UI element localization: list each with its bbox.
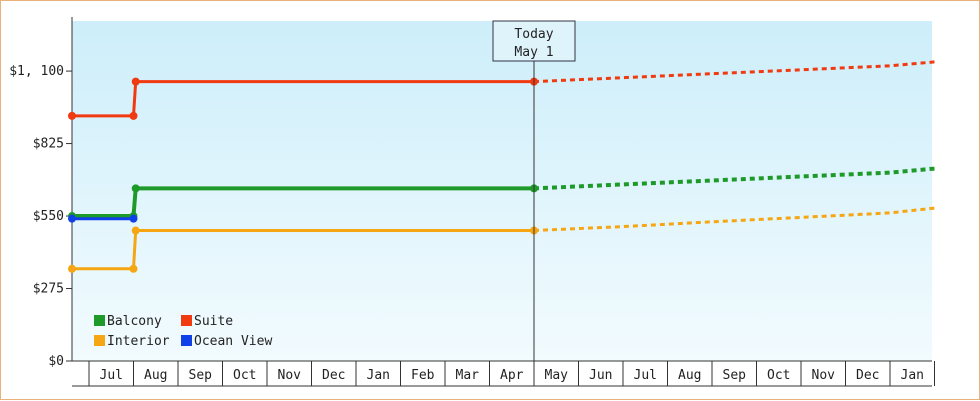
x-tick-label: May — [545, 368, 569, 383]
x-tick-label: Mar — [456, 368, 480, 383]
y-tick-label: $0 — [48, 354, 64, 369]
x-tick-label: Oct — [233, 368, 256, 383]
x-tick-label: Jan — [367, 368, 390, 383]
series-suite-line — [72, 80, 534, 118]
legend-swatch-suite — [181, 315, 192, 326]
y-tick-label: $825 — [33, 137, 64, 152]
x-tick-label: Sep — [189, 368, 213, 383]
y-tick-label: $1, 100 — [9, 64, 64, 79]
legend-swatch-balcony — [94, 315, 105, 326]
x-tick-label: Dec — [322, 368, 345, 383]
series-ocean-view-point — [129, 214, 138, 223]
x-tick-label: Nov — [812, 368, 836, 383]
x-tick-label: Feb — [411, 368, 435, 383]
series-suite-projection — [533, 60, 935, 84]
x-tick-label: Nov — [278, 368, 302, 383]
x-tick-label: Sep — [723, 368, 747, 383]
series-interior-point — [129, 264, 138, 273]
x-tick-label: Jul — [634, 368, 657, 383]
x-tick-label: Aug — [144, 368, 167, 383]
y-tick-label: $275 — [33, 282, 64, 297]
series-suite-point — [68, 111, 76, 120]
series-interior-line — [72, 229, 534, 271]
today-label-title: Today — [514, 27, 553, 42]
legend-swatch-interior — [94, 335, 105, 346]
series-balcony-point — [131, 184, 140, 193]
legend-label-interior: Interior — [107, 334, 170, 349]
x-tick-label: Apr — [500, 368, 524, 383]
legend-label-ocean-view: Ocean View — [194, 334, 272, 349]
series-interior-projection — [533, 206, 935, 232]
legend-label-balcony: Balcony — [107, 314, 162, 329]
x-tick-label: Jan — [901, 368, 924, 383]
x-tick-label: Oct — [767, 368, 790, 383]
legend-label-suite: Suite — [194, 314, 233, 329]
legend-swatch-ocean-view — [181, 335, 192, 346]
x-tick-label: Aug — [678, 368, 701, 383]
series-interior-point — [131, 226, 140, 235]
series-ocean-view-point — [68, 214, 76, 223]
series-interior-point — [68, 264, 76, 273]
series-suite-point — [129, 111, 138, 120]
x-tick-label: Dec — [856, 368, 879, 383]
y-tick-label: $550 — [33, 209, 64, 224]
x-tick-label: Jun — [589, 368, 612, 383]
series-balcony-projection — [533, 166, 935, 191]
today-label-box — [492, 20, 576, 62]
series-balcony-line — [72, 186, 534, 218]
plot-background — [72, 21, 932, 361]
x-tick-label: Jul — [100, 368, 123, 383]
today-label-date: May 1 — [514, 45, 553, 60]
series-suite-point — [131, 77, 140, 86]
